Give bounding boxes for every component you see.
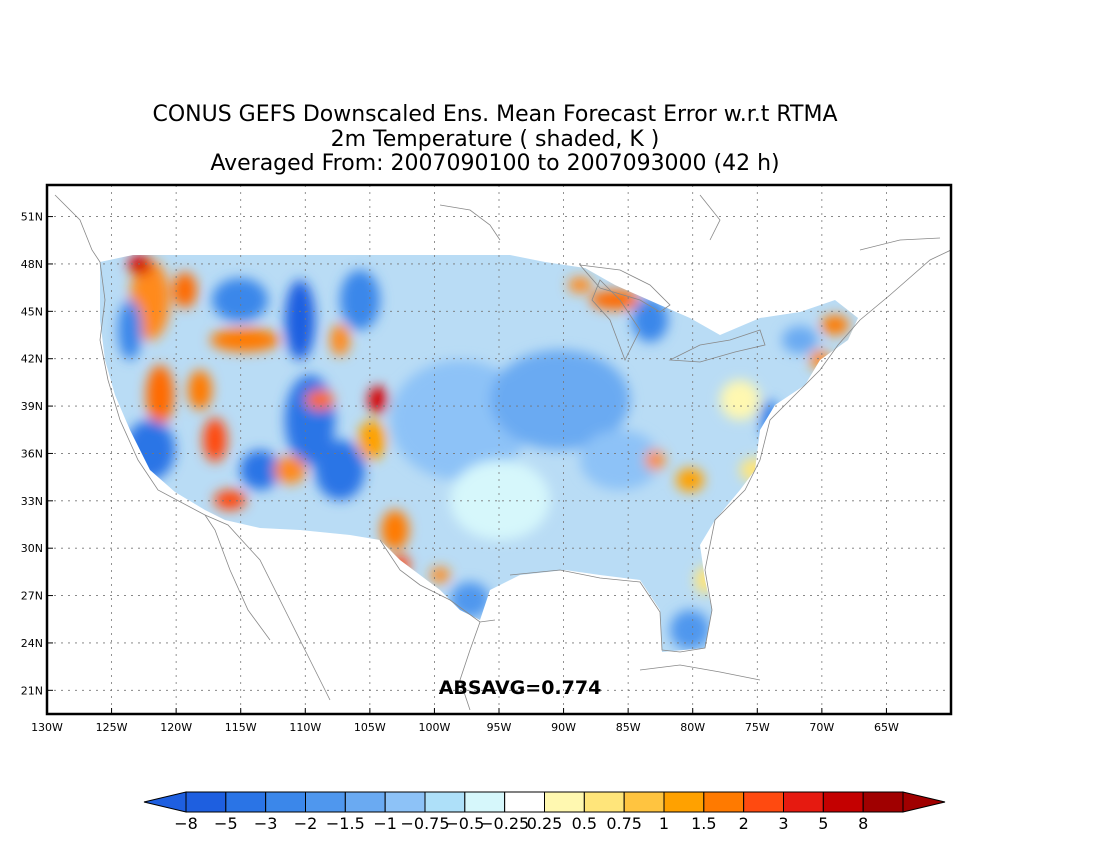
- lat-tick-label: 33N: [21, 495, 43, 508]
- lon-tick-label: 105W: [354, 721, 386, 734]
- colorbar-swatch: [265, 791, 306, 813]
- title-line-3: Averaged From: 2007090100 to 2007093000 …: [210, 151, 780, 176]
- colorbar-label: 0.25: [527, 814, 563, 833]
- colorbar-swatch: [822, 791, 864, 813]
- lon-tick-label: 95W: [487, 721, 512, 734]
- colorbar-label: 1: [659, 814, 669, 833]
- lon-tick-label: 100W: [418, 721, 450, 734]
- colorbar-label: 2: [739, 814, 749, 833]
- lon-tick-label: 90W: [551, 721, 576, 734]
- colorbar-swatch: [583, 791, 625, 813]
- colorbar-label: −5: [214, 814, 238, 833]
- latitude-axis: 21N 24N 27N 30N 33N 36N 39N 42N 45N 48N 51N: [21, 211, 53, 697]
- lat-tick-label: 27N: [21, 590, 43, 603]
- colorbar-label: −1: [373, 814, 397, 833]
- coastlines: [54, 194, 951, 711]
- colorbar-high-extend: [902, 791, 946, 813]
- colorbar-swatch: [185, 791, 227, 813]
- lat-tick-label: 42N: [21, 353, 43, 366]
- colorbar-label: 3: [778, 814, 788, 833]
- lon-tick-label: 65W: [874, 721, 899, 734]
- colorbar-label: −0.25: [480, 814, 529, 833]
- title-line-2: 2m Temperature ( shaded, K ): [330, 127, 660, 152]
- colorbar-low-extend: [143, 791, 187, 813]
- colorbar-label: 8: [858, 814, 868, 833]
- lon-tick-label: 85W: [616, 721, 641, 734]
- lat-tick-label: 45N: [21, 305, 43, 318]
- colorbar-swatch: [225, 791, 267, 813]
- colorbar: −8 −5 −3 −2 −1.5 −1 −0.75−0.5−0.250.25 0.5 0.75 1…: [143, 791, 946, 833]
- colorbar-label: −2: [294, 814, 318, 833]
- colorbar-swatch: [424, 791, 466, 813]
- colorbar-label: −3: [254, 814, 278, 833]
- title-line-1: CONUS GEFS Downscaled Ens. Mean Forecast…: [152, 102, 838, 127]
- colorbar-swatch: [344, 791, 386, 813]
- lat-tick-label: 30N: [21, 542, 43, 555]
- colorbar-swatch: [663, 791, 705, 813]
- colorbar-swatch: [743, 791, 785, 813]
- lon-tick-label: 125W: [96, 721, 128, 734]
- colorbar-swatch: [623, 791, 665, 813]
- lon-tick-label: 115W: [225, 721, 257, 734]
- temperature-error-field: [100, 255, 858, 652]
- lon-tick-label: 75W: [745, 721, 770, 734]
- colorbar-swatch: [703, 791, 745, 813]
- lat-tick-label: 51N: [21, 211, 43, 224]
- colorbar-label: 0.5: [572, 814, 597, 833]
- lon-tick-label: 120W: [160, 721, 192, 734]
- colorbar-label: 1.5: [691, 814, 716, 833]
- colorbar-label: −8: [174, 814, 198, 833]
- lat-tick-label: 39N: [21, 400, 43, 413]
- lat-tick-label: 21N: [21, 684, 43, 697]
- absavg-annotation: ABSAVG=0.774: [439, 677, 602, 699]
- lon-tick-label: 130W: [31, 721, 63, 734]
- colorbar-label: −0.75: [400, 814, 449, 833]
- colorbar-swatch: [384, 791, 426, 813]
- colorbar-swatch: [464, 791, 506, 813]
- colorbar-label: 0.75: [606, 814, 642, 833]
- colorbar-swatch: [544, 791, 585, 813]
- lon-tick-label: 80W: [680, 721, 705, 734]
- colorbar-label: −1.5: [326, 814, 365, 833]
- colorbar-label: −0.5: [445, 814, 484, 833]
- longitude-axis: 130W 125W 120W 115W 110W 105W 100W 95W 90W 85W 80W…: [31, 708, 899, 734]
- lon-tick-label: 70W: [809, 721, 834, 734]
- colorbar-swatch: [862, 791, 904, 813]
- lat-tick-label: 36N: [21, 447, 43, 460]
- colorbar-swatch: [504, 791, 545, 813]
- lat-tick-label: 48N: [21, 258, 43, 271]
- colorbar-label: 5: [818, 814, 828, 833]
- lon-tick-label: 110W: [289, 721, 321, 734]
- lat-tick-label: 24N: [21, 637, 43, 650]
- colorbar-swatch: [305, 791, 346, 813]
- colorbar-swatch: [783, 791, 824, 813]
